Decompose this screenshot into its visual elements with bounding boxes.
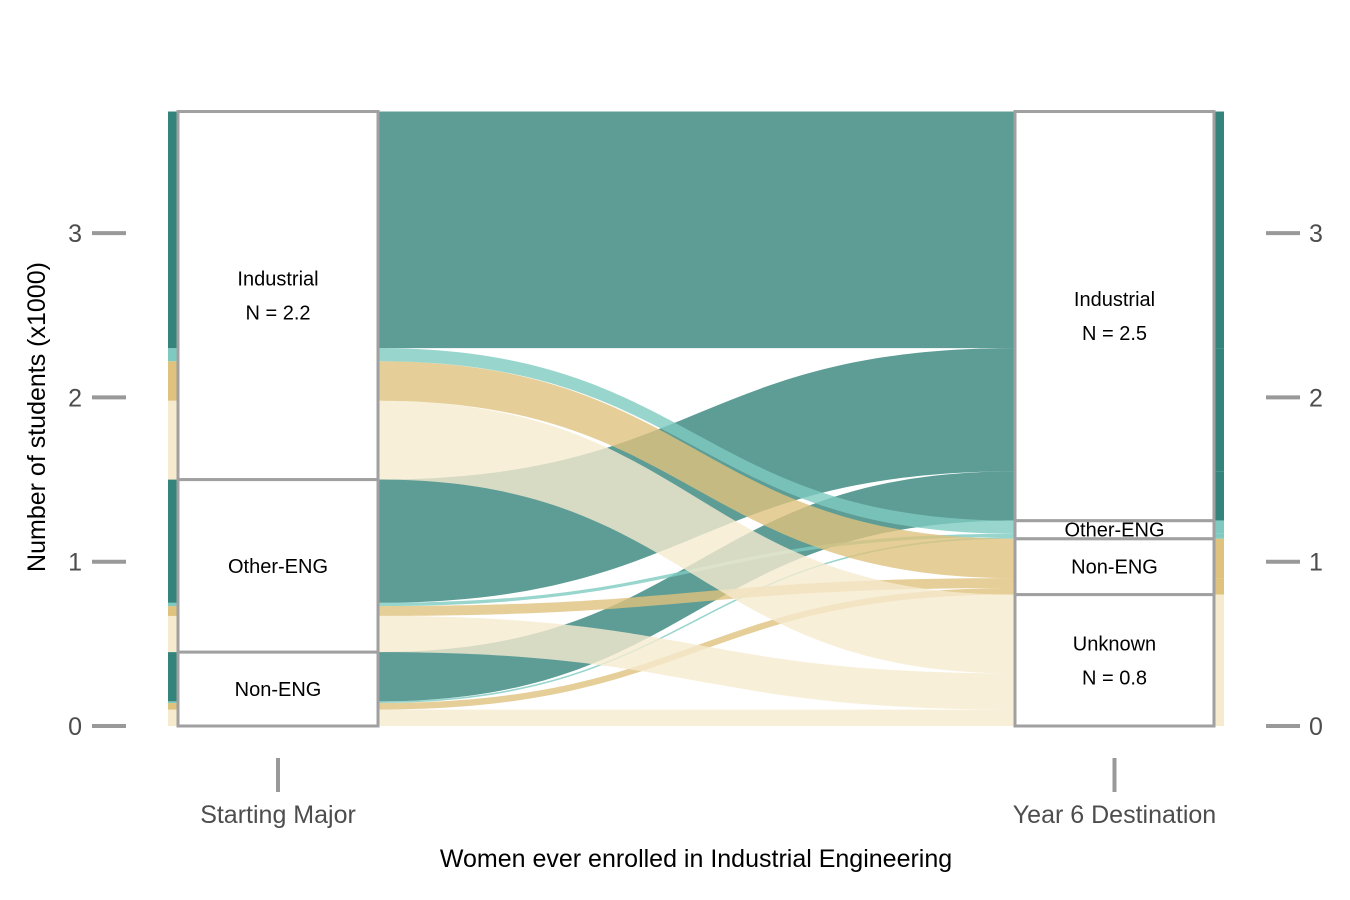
- end-edge-other_eng-industrial: [1214, 348, 1224, 472]
- y-tick-label-left-1: 1: [68, 549, 82, 577]
- end-edge-industrial-other_eng: [1214, 520, 1224, 534]
- end-edge-non_eng-unknown: [1214, 709, 1224, 726]
- end-stratum-non_eng: [1013, 537, 1216, 597]
- y-tick-label-right-3: 3: [1309, 220, 1323, 248]
- end-edge-other_eng-other_eng: [1214, 533, 1224, 538]
- end-stratum-label-non_eng: Non-ENG: [1071, 557, 1158, 579]
- start-edge-other_eng-non_eng: [168, 606, 178, 616]
- flow-industrial-to-industrial: [378, 111, 1015, 349]
- start-edge-non_eng-other_eng: [168, 701, 178, 703]
- end-stratum-industrial: [1013, 110, 1216, 523]
- start-edge-industrial-non_eng: [168, 361, 178, 401]
- end-edge-non_eng-industrial: [1214, 471, 1224, 521]
- flow-industrial-to-other_eng: [378, 348, 1015, 534]
- start-edge-industrial-unknown: [168, 400, 178, 480]
- flows-layer: [378, 111, 1015, 726]
- end-edge-non_eng-non_eng: [1214, 587, 1224, 595]
- start-edge-other_eng-unknown: [168, 615, 178, 653]
- y-tick-label-right-2: 2: [1309, 384, 1323, 412]
- y-tick-label-right-1: 1: [1309, 549, 1323, 577]
- y-tick-label-right-0: 0: [1309, 713, 1323, 741]
- flow-non_eng-to-other_eng: [378, 537, 1015, 703]
- start-stratum-label-industrial: Industrial: [237, 269, 318, 291]
- y-tick-label-left-2: 2: [68, 384, 82, 412]
- end-stratum-count-unknown: N = 0.8: [1082, 667, 1147, 689]
- end-edge-other_eng-non_eng: [1214, 578, 1224, 588]
- flow-industrial-to-non_eng: [378, 361, 1015, 579]
- y-tick-label-left-3: 3: [68, 220, 82, 248]
- end-stratum-label-unknown: Unknown: [1073, 633, 1156, 655]
- axes-layer: 0 0 1 1 2 2 3 3 Starting Major Year 6 Destination: [68, 220, 1323, 829]
- y-tick-label-left-0: 0: [68, 713, 82, 741]
- strata-layer: Non-ENG Other-ENG Industrial N = 2.2 Unknown…: [176, 110, 1216, 728]
- start-stratum-count-industrial: N = 2.2: [245, 303, 310, 325]
- start-edge-non_eng-unknown: [168, 709, 178, 726]
- y-axis-title: Number of students (x1000): [23, 262, 51, 572]
- start-stratum-label-other_eng: Other-ENG: [228, 556, 328, 578]
- end-edge-industrial-non_eng: [1214, 538, 1224, 579]
- flow-other_eng-to-unknown: [378, 615, 1015, 710]
- end-edge-industrial-unknown: [1214, 594, 1224, 674]
- end-stratum-label-industrial: Industrial: [1074, 289, 1155, 311]
- x-tick-label-1: Year 6 Destination: [1013, 801, 1216, 829]
- edge-bars-layer: [168, 111, 1224, 726]
- x-axis-title: Women ever enrolled in Industrial Engine…: [440, 845, 952, 873]
- start-stratum-non_eng: [176, 650, 380, 728]
- start-edge-other_eng-industrial: [168, 479, 178, 603]
- end-edge-non_eng-other_eng: [1214, 537, 1224, 539]
- end-stratum-unknown: [1013, 593, 1216, 728]
- start-edge-non_eng-industrial: [168, 652, 178, 702]
- start-edge-non_eng-non_eng: [168, 702, 178, 710]
- start-stratum-label-non_eng: Non-ENG: [235, 679, 322, 701]
- end-stratum-label-other_eng: Other-ENG: [1064, 520, 1164, 542]
- end-edge-industrial-industrial: [1214, 111, 1224, 349]
- start-edge-industrial-other_eng: [168, 348, 178, 362]
- start-edge-industrial-industrial: [168, 111, 178, 349]
- flow-industrial-to-unknown: [378, 400, 1015, 674]
- flow-non_eng-to-unknown: [378, 709, 1015, 726]
- start-stratum-industrial: [176, 110, 380, 482]
- start-stratum-other_eng: [176, 478, 380, 654]
- end-stratum-count-industrial: N = 2.5: [1082, 323, 1147, 345]
- end-edge-other_eng-unknown: [1214, 673, 1224, 710]
- start-edge-other_eng-other_eng: [168, 602, 178, 607]
- x-tick-label-0: Starting Major: [200, 801, 356, 829]
